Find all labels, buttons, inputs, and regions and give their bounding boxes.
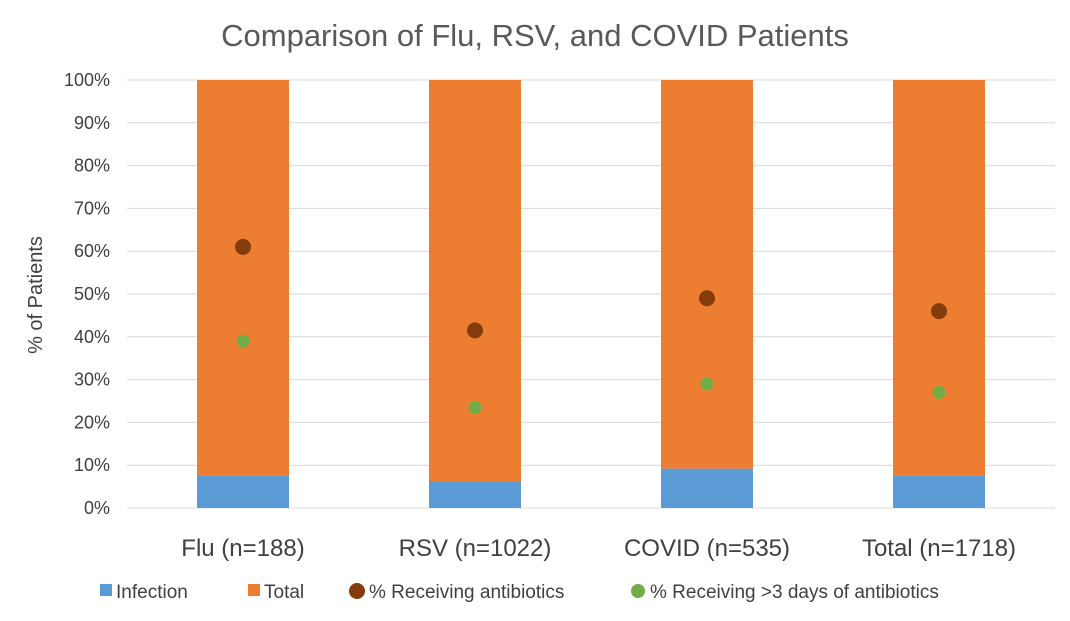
y-tick-label: 50% [74,284,110,304]
chart-title: Comparison of Flu, RSV, and COVID Patien… [221,18,849,53]
bars [197,80,985,508]
marker-receiving-3-days-of-antibiotics [236,334,250,348]
x-tick-label: COVID (n=535) [624,535,790,562]
bar-total [197,80,289,476]
y-tick-label: 30% [74,370,110,390]
bar-total [893,80,985,476]
marker-receiving-antibiotics [467,322,483,339]
y-tick-label: 10% [74,455,110,475]
bar-infection [893,475,985,508]
bar-infection [197,475,289,508]
legend: Infection Total % Receiving antibiotics % R… [100,582,939,603]
y-tick-label: 40% [74,327,110,347]
marker-receiving-3-days-of-antibiotics [468,400,482,414]
x-tick-label: Total (n=1718) [862,535,1016,562]
x-axis-ticks: Flu (n=188) RSV (n=1022) COVID (n=535) Tota… [181,535,1016,562]
marker-receiving-antibiotics [931,303,947,320]
legend-label: % Receiving >3 days of antibiotics [650,582,939,603]
legend-swatch [349,583,365,599]
y-tick-label: 0% [84,498,110,518]
legend-label: % Receiving antibiotics [369,582,564,603]
y-tick-label: 90% [74,113,110,133]
legend-swatch [248,584,260,596]
legend-label: Infection [116,582,188,603]
y-tick-label: 20% [74,412,110,432]
marker-receiving-3-days-of-antibiotics [932,385,946,399]
marker-receiving-antibiotics [235,238,251,255]
y-tick-label: 60% [74,241,110,261]
x-tick-label: Flu (n=188) [181,535,304,562]
bar-total [661,80,753,469]
markers [235,238,947,414]
y-tick-label: 80% [74,156,110,176]
marker-receiving-3-days-of-antibiotics [700,377,714,391]
y-axis-ticks: 0% 10% 20% 30% 40% 50% 60% 70% 80% 90% 100% [64,70,110,518]
legend-swatch [100,584,112,596]
legend-swatch [631,584,645,598]
y-axis-label: % of Patients [25,236,47,354]
bar-total [429,80,521,482]
y-tick-label: 70% [74,198,110,218]
marker-receiving-antibiotics [699,290,715,307]
x-tick-label: RSV (n=1022) [399,535,552,562]
legend-label: Total [264,582,304,603]
bar-infection [429,481,521,508]
y-tick-label: 100% [64,70,110,90]
bar-infection [661,468,753,508]
